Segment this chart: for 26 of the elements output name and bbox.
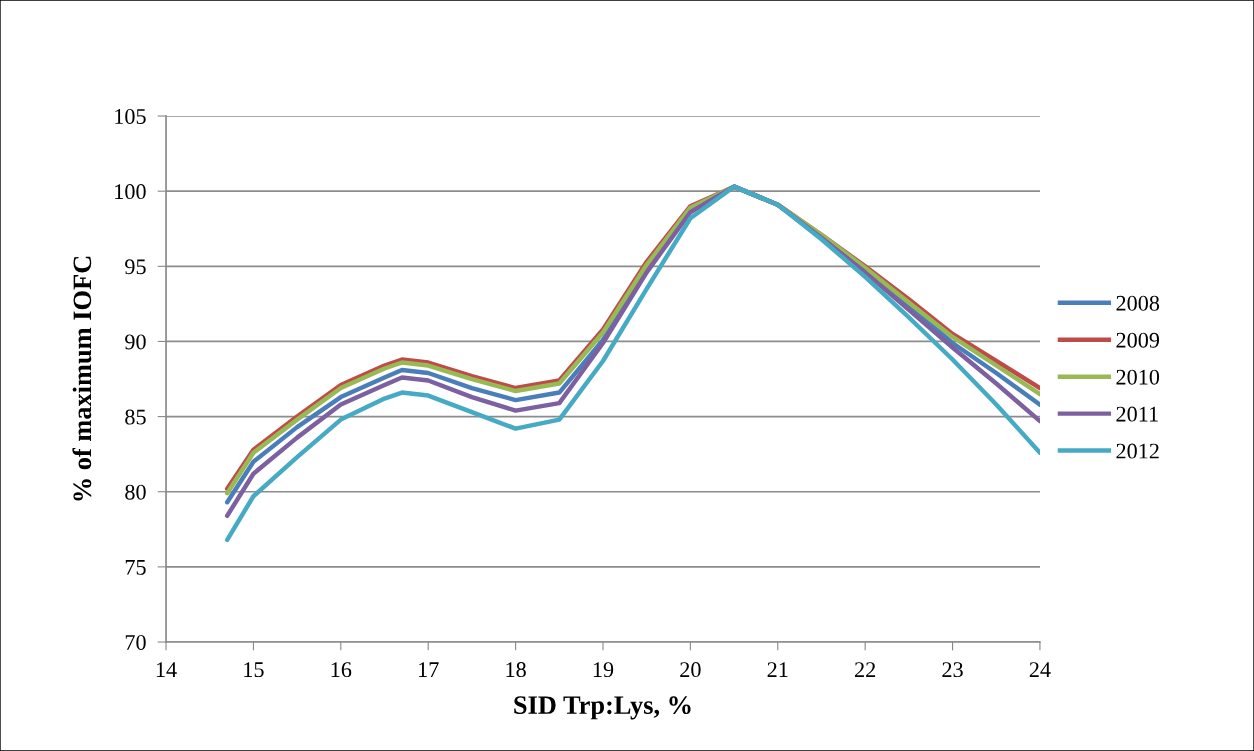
y-tick-label: 75 [125, 560, 146, 575]
legend-label: 2012 [1116, 443, 1159, 459]
legend-label: 2010 [1116, 369, 1160, 385]
legend-label: 2009 [1116, 332, 1160, 348]
legend-label: 2011 [1116, 406, 1158, 422]
legend-label: 2008 [1116, 295, 1160, 311]
y-tick-label: 95 [125, 259, 146, 275]
x-tick-label: 22 [855, 662, 876, 677]
x-tick-label: 15 [244, 662, 264, 678]
x-tick-label: 19 [593, 662, 614, 678]
x-tick-label: 18 [506, 662, 526, 678]
y-tick-label: 70 [125, 634, 146, 650]
y-tick-label: 80 [125, 484, 146, 500]
x-tick-label: 16 [331, 662, 352, 678]
x-axis-title: SID Trp:Lys, % [514, 696, 691, 720]
y-tick-label: 100 [115, 184, 146, 200]
y-axis-title: % of maximum IOFC [72, 256, 92, 501]
x-tick-label: 14 [156, 662, 177, 677]
y-tick-label: 85 [125, 409, 146, 425]
x-tick-label: 24 [1029, 662, 1051, 677]
x-tick-label: 20 [680, 662, 701, 678]
y-tick-label: 105 [115, 108, 146, 124]
x-tick-label: 17 [419, 662, 439, 677]
y-tick-label: 90 [125, 334, 146, 350]
x-tick-label: 23 [942, 662, 963, 678]
x-tick-label: 21 [767, 662, 788, 677]
